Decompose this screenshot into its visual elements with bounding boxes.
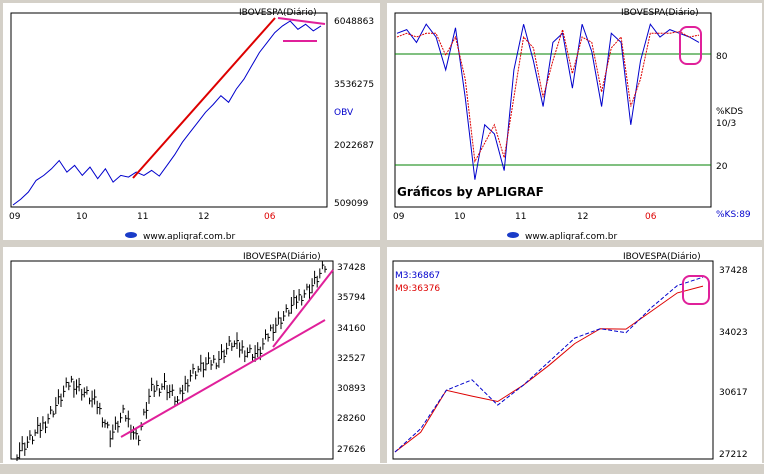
- ma-title-suffix: (Diário): [667, 252, 701, 262]
- obv-x-axis: 09 10 11 12 06: [9, 212, 276, 222]
- obv-xtick-3: 12: [198, 212, 209, 222]
- stoch-label-20: 20: [716, 162, 728, 172]
- ma-right-axis: 37428 34023 30617 27212: [719, 266, 748, 460]
- apligraf-logo-icon: [507, 232, 519, 238]
- obv-chart: IBOVESPA (Diário) 6048863 3536275 OBV 20…: [9, 8, 374, 240]
- price-title: IBOVESPA: [243, 252, 288, 262]
- obv-xtick-2: 11: [137, 212, 148, 222]
- stoch-label-params: 10/3: [716, 119, 736, 129]
- apligraf-logo-icon: [125, 232, 137, 238]
- stoch-xtick-4: 06: [645, 212, 657, 222]
- stoch-x-axis: 09 10 11 12 06: [393, 212, 657, 222]
- price-chart: IBOVESPA (Diário) 37428 35794 34160 3252…: [10, 252, 366, 461]
- obv-resistance-line: [277, 17, 326, 25]
- obv-xtick-4: 06: [264, 212, 276, 222]
- obv-title: IBOVESPA: [239, 8, 284, 18]
- stoch-label-kds: %KDS: [716, 107, 743, 117]
- stoch-title-suffix: (Diário): [665, 8, 699, 18]
- ma-chart: IBOVESPA (Diário) M3:36867 M9:36376 3742…: [392, 252, 748, 460]
- obv-label-mid-high: 3536275: [334, 80, 374, 90]
- stoch-watermark: www.apligraf.com.br: [507, 232, 617, 240]
- ma-legend-m3: M3:36867: [395, 271, 440, 281]
- svg-text:28260: 28260: [337, 414, 366, 424]
- obv-panel: IBOVESPA (Diário) 6048863 3536275 OBV 20…: [3, 3, 380, 240]
- obv-xtick-0: 09: [9, 212, 21, 222]
- svg-text:27626: 27626: [337, 445, 366, 455]
- svg-text:27212: 27212: [719, 450, 748, 460]
- svg-text:34023: 34023: [719, 328, 748, 338]
- price-title-suffix: (Diário): [287, 252, 321, 262]
- obv-right-axis: 6048863 3536275 OBV 2022687 509099: [334, 17, 374, 209]
- price-panel: IBOVESPA (Diário) 37428 35794 34160 3252…: [3, 247, 380, 463]
- ma-m9-line: [394, 285, 704, 453]
- stoch-xtick-0: 09: [393, 212, 405, 222]
- ma-m3-line: [394, 276, 704, 453]
- stoch-xtick-3: 12: [577, 212, 588, 222]
- obv-label-mid-low: 2022687: [334, 141, 374, 151]
- stoch-panel: IBOVESPA (Diário) Gráficos by APLIGRAF 8…: [387, 3, 762, 240]
- ma-title: IBOVESPA: [623, 252, 668, 262]
- price-steep-trendline: [272, 269, 334, 348]
- price-support-trendline: [120, 319, 326, 438]
- ma-legend-m9: M9:36376: [395, 284, 440, 294]
- price-right-axis: 37428 35794 34160 32527 30893 28260 2762…: [337, 263, 366, 455]
- obv-label-bottom: 509099: [334, 199, 369, 209]
- stoch-xtick-2: 11: [515, 212, 526, 222]
- svg-text:www.apligraf.com.br: www.apligraf.com.br: [525, 232, 617, 240]
- taskbar: [0, 463, 764, 474]
- ma-highlight-box: [682, 275, 710, 305]
- stoch-label-80: 80: [716, 52, 728, 62]
- svg-text:37428: 37428: [719, 266, 748, 276]
- stoch-k-line: [396, 23, 700, 180]
- svg-text:30617: 30617: [719, 388, 748, 398]
- obv-label-top: 6048863: [334, 17, 374, 27]
- stoch-highlight-box: [679, 26, 702, 65]
- obv-trendline: [132, 17, 276, 179]
- stoch-d-line: [396, 27, 700, 164]
- stoch-xtick-1: 10: [454, 212, 466, 222]
- svg-text:30893: 30893: [337, 384, 366, 394]
- obv-series-line: [12, 20, 322, 206]
- stoch-title: IBOVESPA: [621, 8, 666, 18]
- obv-xtick-1: 10: [76, 212, 88, 222]
- stoch-right-axis: 80 %KDS 10/3 20 %KS:89: [716, 52, 751, 220]
- obv-series-label: OBV: [334, 108, 354, 118]
- svg-text:www.apligraf.com.br: www.apligraf.com.br: [143, 232, 235, 240]
- svg-text:34160: 34160: [337, 324, 366, 334]
- ma-panel: IBOVESPA (Diário) M3:36867 M9:36376 3742…: [387, 247, 762, 463]
- stoch-chart: IBOVESPA (Diário) Gráficos by APLIGRAF 8…: [393, 8, 751, 240]
- price-bars: [16, 260, 327, 461]
- obv-watermark: www.apligraf.com.br: [125, 232, 235, 240]
- svg-text:35794: 35794: [337, 293, 366, 303]
- svg-text:37428: 37428: [337, 263, 366, 273]
- brand-text: Gráficos by APLIGRAF: [397, 185, 544, 199]
- svg-text:32527: 32527: [337, 354, 366, 364]
- obv-title-suffix: (Diário): [283, 8, 317, 18]
- stoch-label-ks: %KS:89: [716, 210, 751, 220]
